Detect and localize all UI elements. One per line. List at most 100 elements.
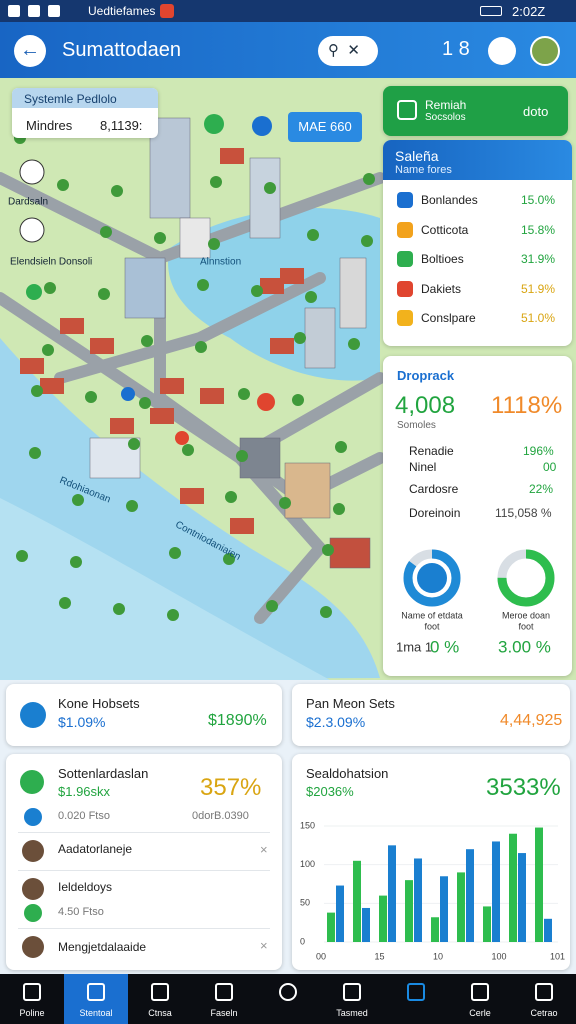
map-info-header	[12, 88, 158, 108]
map-tree	[167, 609, 179, 621]
map-tree	[154, 232, 166, 244]
activity-meta: 0.020 Ftso	[58, 810, 110, 822]
nav-label: Cerle	[469, 1008, 491, 1018]
divider	[18, 832, 270, 833]
y-tick-label: 150	[300, 820, 315, 830]
map-tag[interactable]: MAE 660	[288, 112, 362, 142]
map-tree	[225, 491, 237, 503]
stats-row-sub-value: 00	[543, 460, 557, 474]
donut-footer-value: 3.00 %	[498, 637, 551, 656]
sales-row-icon	[397, 221, 413, 238]
chevron[interactable]: ×	[260, 938, 268, 953]
bar	[440, 876, 448, 942]
nav-item[interactable]: Cetrao	[512, 974, 576, 1024]
map-tree	[72, 494, 84, 506]
back-button[interactable]: ←	[14, 35, 46, 67]
donut-label: Meroe doan	[502, 610, 550, 620]
chart-delta: 3533%	[486, 774, 561, 801]
map-tree	[266, 600, 278, 612]
donut-label: Name of etdata	[401, 610, 463, 620]
map-tree	[128, 438, 140, 450]
promo-card[interactable]: Remiah Socsolos doto	[383, 86, 568, 136]
promo-action: doto	[523, 104, 549, 119]
nav-label: Faseln	[210, 1008, 238, 1018]
nav-item[interactable]: Poline	[0, 974, 64, 1024]
map-tree	[320, 606, 332, 618]
chart-title: Sealdohatsion	[306, 766, 389, 781]
nav-item[interactable]: Cerle	[448, 974, 512, 1024]
activity-row-name[interactable]: Ieldeldoys	[58, 880, 113, 894]
map-house	[110, 418, 134, 434]
bar	[457, 872, 465, 942]
nav-item[interactable]: Faseln	[192, 974, 256, 1024]
bar	[327, 912, 335, 942]
summary-title: Kone Hobsets	[58, 696, 140, 711]
x-tick-label: 100	[492, 951, 507, 961]
nav-item[interactable]: Stentoal	[64, 974, 128, 1024]
notification-button[interactable]	[488, 37, 516, 65]
bar	[535, 827, 543, 942]
sales-subtitle: Name fores	[395, 164, 452, 176]
map-tree	[361, 235, 373, 247]
status-icon	[8, 5, 20, 17]
map-tree	[139, 397, 151, 409]
map-house	[90, 338, 114, 354]
search-box[interactable]: ⚲ ✕	[318, 36, 378, 66]
map-tree	[279, 497, 291, 509]
chevron[interactable]: ×	[260, 842, 268, 857]
map-building	[339, 257, 367, 329]
map-tree	[333, 503, 345, 515]
bottom-nav: Poline Stentoal Ctnsa Faseln Tasmed Cerle Cetr…	[0, 974, 576, 1024]
map-tree	[70, 556, 82, 568]
sales-row-value: 51.0%	[521, 311, 556, 325]
bar	[466, 849, 474, 942]
status-app: Uedtiefames	[88, 4, 156, 18]
map-tree	[98, 288, 110, 300]
activity-row-name[interactable]: Aadatorlaneje	[58, 842, 133, 856]
sales-title: Saleña	[395, 148, 439, 164]
status-bar: Uedtiefames 2:02Z	[0, 0, 576, 22]
activity-title: Sottenlardaslan	[58, 766, 149, 781]
nav-item[interactable]	[256, 974, 320, 1024]
activity-delta: 357%	[200, 774, 262, 801]
avatar[interactable]	[530, 36, 560, 66]
sales-row-name: Cotticota	[421, 222, 469, 237]
map-tree	[236, 450, 248, 462]
map-tree	[238, 388, 250, 400]
donut-center	[417, 563, 447, 593]
row-icon	[24, 904, 42, 922]
map-info-card[interactable]: Systemle Pedlolo Mindres 8,1139:	[12, 88, 158, 138]
nav-item[interactable]	[384, 974, 448, 1024]
summary-title: Pan Meon Sets	[306, 696, 395, 711]
summary-card[interactable]: Kone Hobsets $1.09% $1890%	[6, 684, 282, 746]
stats-row-value: 115,058 %	[495, 506, 552, 520]
donut-arc	[403, 549, 461, 607]
chart-card: Sealdohatsion $2036% 3533% 0 50 100 150 00 15…	[292, 754, 570, 970]
map-tree	[59, 597, 71, 609]
bar	[379, 895, 387, 942]
donut-sub: foot	[518, 621, 534, 631]
bar	[353, 860, 361, 942]
status-icon	[28, 5, 40, 17]
map-building	[329, 537, 371, 569]
nav-icon	[471, 983, 489, 1001]
summary-card[interactable]: Pan Meon Sets $2.3.09% 4,44,925	[292, 684, 570, 746]
map-tree	[29, 447, 41, 459]
map-info-label: Mindres	[26, 118, 73, 133]
activity-card: Sottenlardaslan $1.96skx 357% 0.020 Ftso…	[6, 754, 282, 970]
nav-item[interactable]: Ctnsa	[128, 974, 192, 1024]
donut-sub: foot	[424, 621, 440, 631]
x-tick-label: 10	[433, 951, 443, 961]
activity-meta: 0dorB.0390	[192, 810, 249, 822]
stats-row-value: 196%	[523, 444, 554, 458]
nav-icon	[279, 983, 297, 1001]
map-tree	[100, 226, 112, 238]
map-house	[150, 408, 174, 424]
chart-value: $2036%	[306, 784, 354, 799]
nav-item[interactable]: Tasmed	[320, 974, 384, 1024]
map-house	[180, 488, 204, 504]
summary-delta: $1890%	[208, 712, 267, 729]
promo-subtitle: Socsolos	[425, 112, 466, 123]
activity-row-name[interactable]: Mengjetdalaaide	[58, 940, 147, 954]
